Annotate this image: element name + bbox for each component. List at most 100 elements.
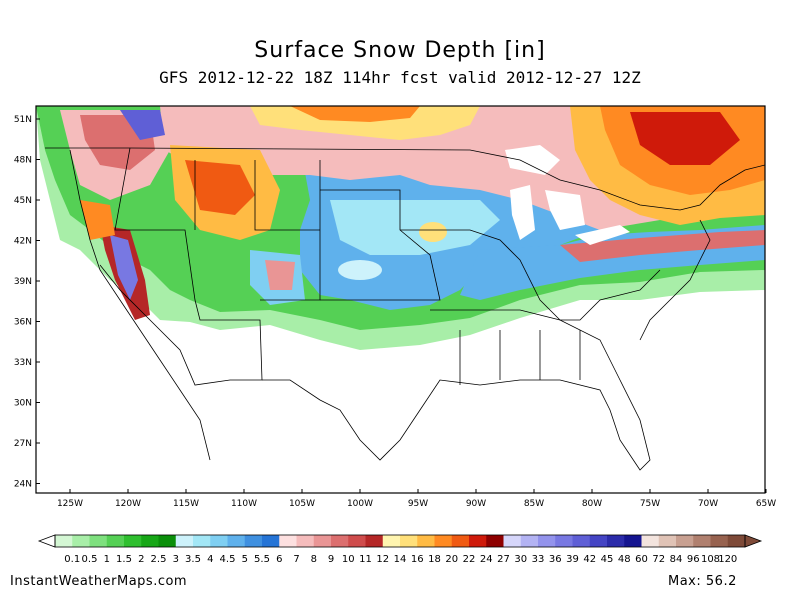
- colorbar-label: 12: [376, 554, 389, 565]
- colorbar-swatch: [624, 535, 642, 547]
- colorbar-label: 96: [687, 554, 700, 565]
- lon-label: 90W: [466, 499, 486, 509]
- colorbar-label: 2: [138, 554, 144, 565]
- colorbar-label: 42: [583, 554, 596, 565]
- colorbar-label: 5: [242, 554, 248, 565]
- lon-label: 120W: [115, 499, 141, 509]
- map-subtitle: GFS 2012-12-22 18Z 114hr fcst valid 2012…: [159, 68, 641, 87]
- colorbar-label: 11: [359, 554, 372, 565]
- colorbar-label: 7: [293, 554, 299, 565]
- lon-label: 105W: [289, 499, 315, 509]
- colorbar-label: 33: [532, 554, 545, 565]
- colorbar-swatch: [382, 535, 401, 547]
- colorbar-swatch: [193, 535, 211, 547]
- boundaries: [45, 147, 765, 471]
- colorbar-swatch: [607, 535, 625, 547]
- colorbar-swatch: [572, 535, 591, 547]
- longitude-axis: 125W 120W 115W 110W 105W 100W 95W 90W 85W 80W 75W 7…: [57, 489, 776, 509]
- colorbar-swatch: [365, 535, 384, 547]
- colorbar-swatch: [538, 535, 556, 547]
- colorbar-label: 20: [445, 554, 458, 565]
- lat-label: 33N: [14, 358, 32, 368]
- colorbar-label: 108: [701, 554, 720, 565]
- lat-label: 42N: [14, 237, 32, 247]
- colorbar-label: 2.5: [151, 554, 167, 565]
- colorbar-swatch: [89, 535, 108, 547]
- colorbar-swatch: [693, 535, 711, 547]
- colorbar-swatch: [434, 535, 453, 547]
- lon-label: 110W: [231, 499, 257, 509]
- colorbar-label: 39: [566, 554, 579, 565]
- colorbar-label: 120: [718, 554, 737, 565]
- lat-label: 48N: [14, 156, 32, 166]
- colorbar-label: 27: [497, 554, 510, 565]
- colorbar-swatch: [555, 535, 573, 547]
- lon-label: 85W: [524, 499, 544, 509]
- colorbar-swatch: [55, 535, 73, 547]
- site-credit: InstantWeatherMaps.com: [10, 574, 188, 589]
- colorbar-swatch: [520, 535, 539, 547]
- colorbar-swatch: [400, 535, 418, 547]
- colorbar-swatch: [124, 535, 142, 547]
- colorbar-swatch: [676, 535, 694, 547]
- lon-label: 115W: [173, 499, 199, 509]
- latitude-axis: 51N 48N 45N 42N 39N 36N 33N 30N 27N 24N: [14, 115, 40, 490]
- colorbar-swatch: [106, 535, 125, 547]
- colorbar-swatch: [210, 535, 228, 547]
- colorbar-label: 9: [328, 554, 334, 565]
- colorbar-label: 0.1: [64, 554, 80, 565]
- map-title: Surface Snow Depth [in]: [254, 38, 546, 63]
- lat-label: 30N: [14, 399, 32, 409]
- colorbar-swatch: [589, 535, 608, 547]
- colorbar-label: 24: [480, 554, 493, 565]
- colorbar-label: 1: [104, 554, 110, 565]
- colorbar-swatch: [348, 535, 366, 547]
- lon-label: 75W: [640, 499, 660, 509]
- lat-label: 39N: [14, 277, 32, 287]
- colorbar-label: 72: [652, 554, 665, 565]
- lat-label: 27N: [14, 439, 32, 449]
- colorbar-label: 14: [394, 554, 407, 565]
- colorbar-label: 18: [428, 554, 441, 565]
- colorbar-label: 3: [173, 554, 179, 565]
- colorbar-swatch: [503, 535, 522, 547]
- lon-label: 70W: [698, 499, 718, 509]
- max-value: 56.2: [705, 574, 737, 589]
- map-frame: [35, 105, 766, 494]
- colorbar-swatch: [641, 535, 660, 547]
- lat-label: 36N: [14, 318, 32, 328]
- colorbar-swatch: [244, 535, 263, 547]
- colorbar-swatch: [486, 535, 504, 547]
- colorbar-label: 4: [207, 554, 213, 565]
- colorbar-swatch: [331, 535, 349, 547]
- colorbar-swatch: [727, 535, 746, 547]
- colorbar-swatch: [710, 535, 729, 547]
- colorbar-label: 8: [311, 554, 317, 565]
- lon-label: 95W: [408, 499, 428, 509]
- colorbar: 0.1 0.5 1 1.5 2 2.5 3 3.5 4 4.5 5 5.5 6 7 8 9 10 11 12 14 16…: [37, 534, 763, 565]
- lat-label: 45N: [14, 196, 32, 206]
- colorbar-label: 84: [670, 554, 683, 565]
- colorbar-swatch: [141, 535, 159, 547]
- lon-label: 125W: [57, 499, 83, 509]
- colorbar-label: 6: [276, 554, 282, 565]
- colorbar-label: 1.5: [116, 554, 132, 565]
- snow-field: [36, 106, 765, 350]
- colorbar-label: 30: [514, 554, 527, 565]
- colorbar-swatch: [296, 535, 315, 547]
- colorbar-label: 16: [411, 554, 424, 565]
- colorbar-swatch: [158, 535, 177, 547]
- max-value-label: Max: 56.2: [668, 574, 737, 589]
- colorbar-swatch: [313, 535, 332, 547]
- colorbar-swatch: [279, 535, 297, 547]
- colorbar-swatch: [227, 535, 246, 547]
- lon-label: 100W: [347, 499, 373, 509]
- colorbar-label: 60: [635, 554, 648, 565]
- colorbar-swatch: [262, 535, 280, 547]
- colorbar-label: 10: [342, 554, 355, 565]
- colorbar-swatch: [469, 535, 487, 547]
- colorbar-label: 3.5: [185, 554, 201, 565]
- colorbar-swatch: [175, 535, 194, 547]
- colorbar-label: 36: [549, 554, 562, 565]
